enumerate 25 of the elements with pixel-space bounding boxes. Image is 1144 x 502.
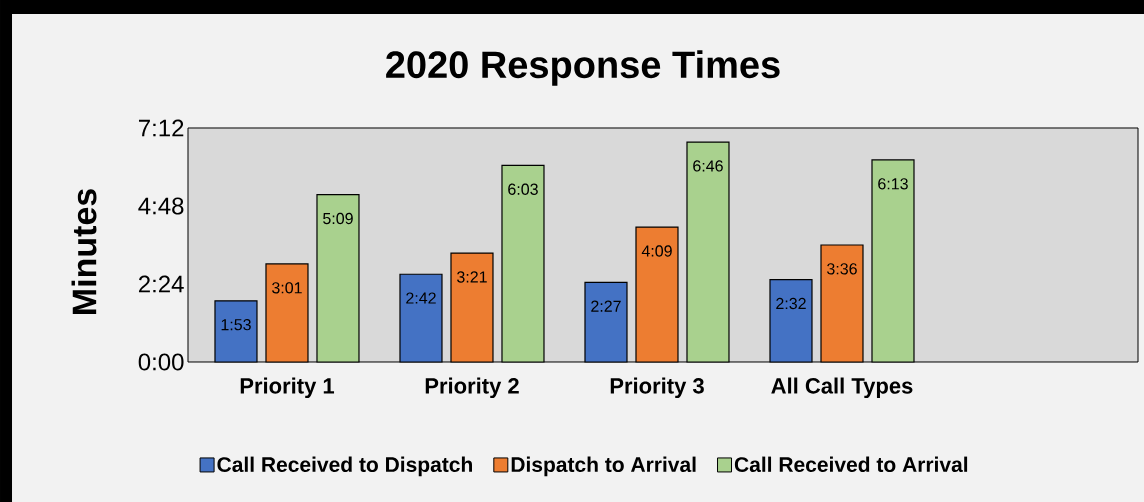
data-label: 1:53 <box>221 318 251 331</box>
data-label: 6:13 <box>878 178 908 190</box>
data-label: 6:46 <box>693 160 723 172</box>
legend-label: Call Received to Dispatch <box>217 456 472 477</box>
data-label: 2:42 <box>406 292 436 304</box>
legend-label: Call Received to Arrival <box>734 456 968 473</box>
data-label: 2:27 <box>591 300 621 312</box>
data-label: 3:01 <box>272 282 302 294</box>
legend-label: Dispatch to Arrival <box>511 456 696 477</box>
y-tick-label: 7:12 <box>138 119 184 137</box>
data-label: 3:21 <box>457 271 487 283</box>
x-tick-label: Priority 1 <box>240 377 335 399</box>
y-tick-label: 2:24 <box>138 275 184 293</box>
data-label: 2:32 <box>776 297 806 310</box>
data-label: 4:09 <box>641 245 672 257</box>
y-tick-label: 4:48 <box>138 197 184 215</box>
x-tick-label: All Call Types <box>771 377 913 399</box>
data-label: 6:03 <box>508 183 538 195</box>
data-label: 5:09 <box>323 212 353 225</box>
y-tick-label: 0:00 <box>138 353 184 371</box>
x-tick-label: Priority 2 <box>425 377 519 399</box>
y-axis-title: Minutes <box>71 189 97 314</box>
chart-title: 2020 Response Times <box>386 50 780 86</box>
x-tick-label: Priority 3 <box>610 377 704 399</box>
data-label: 3:36 <box>827 263 857 275</box>
